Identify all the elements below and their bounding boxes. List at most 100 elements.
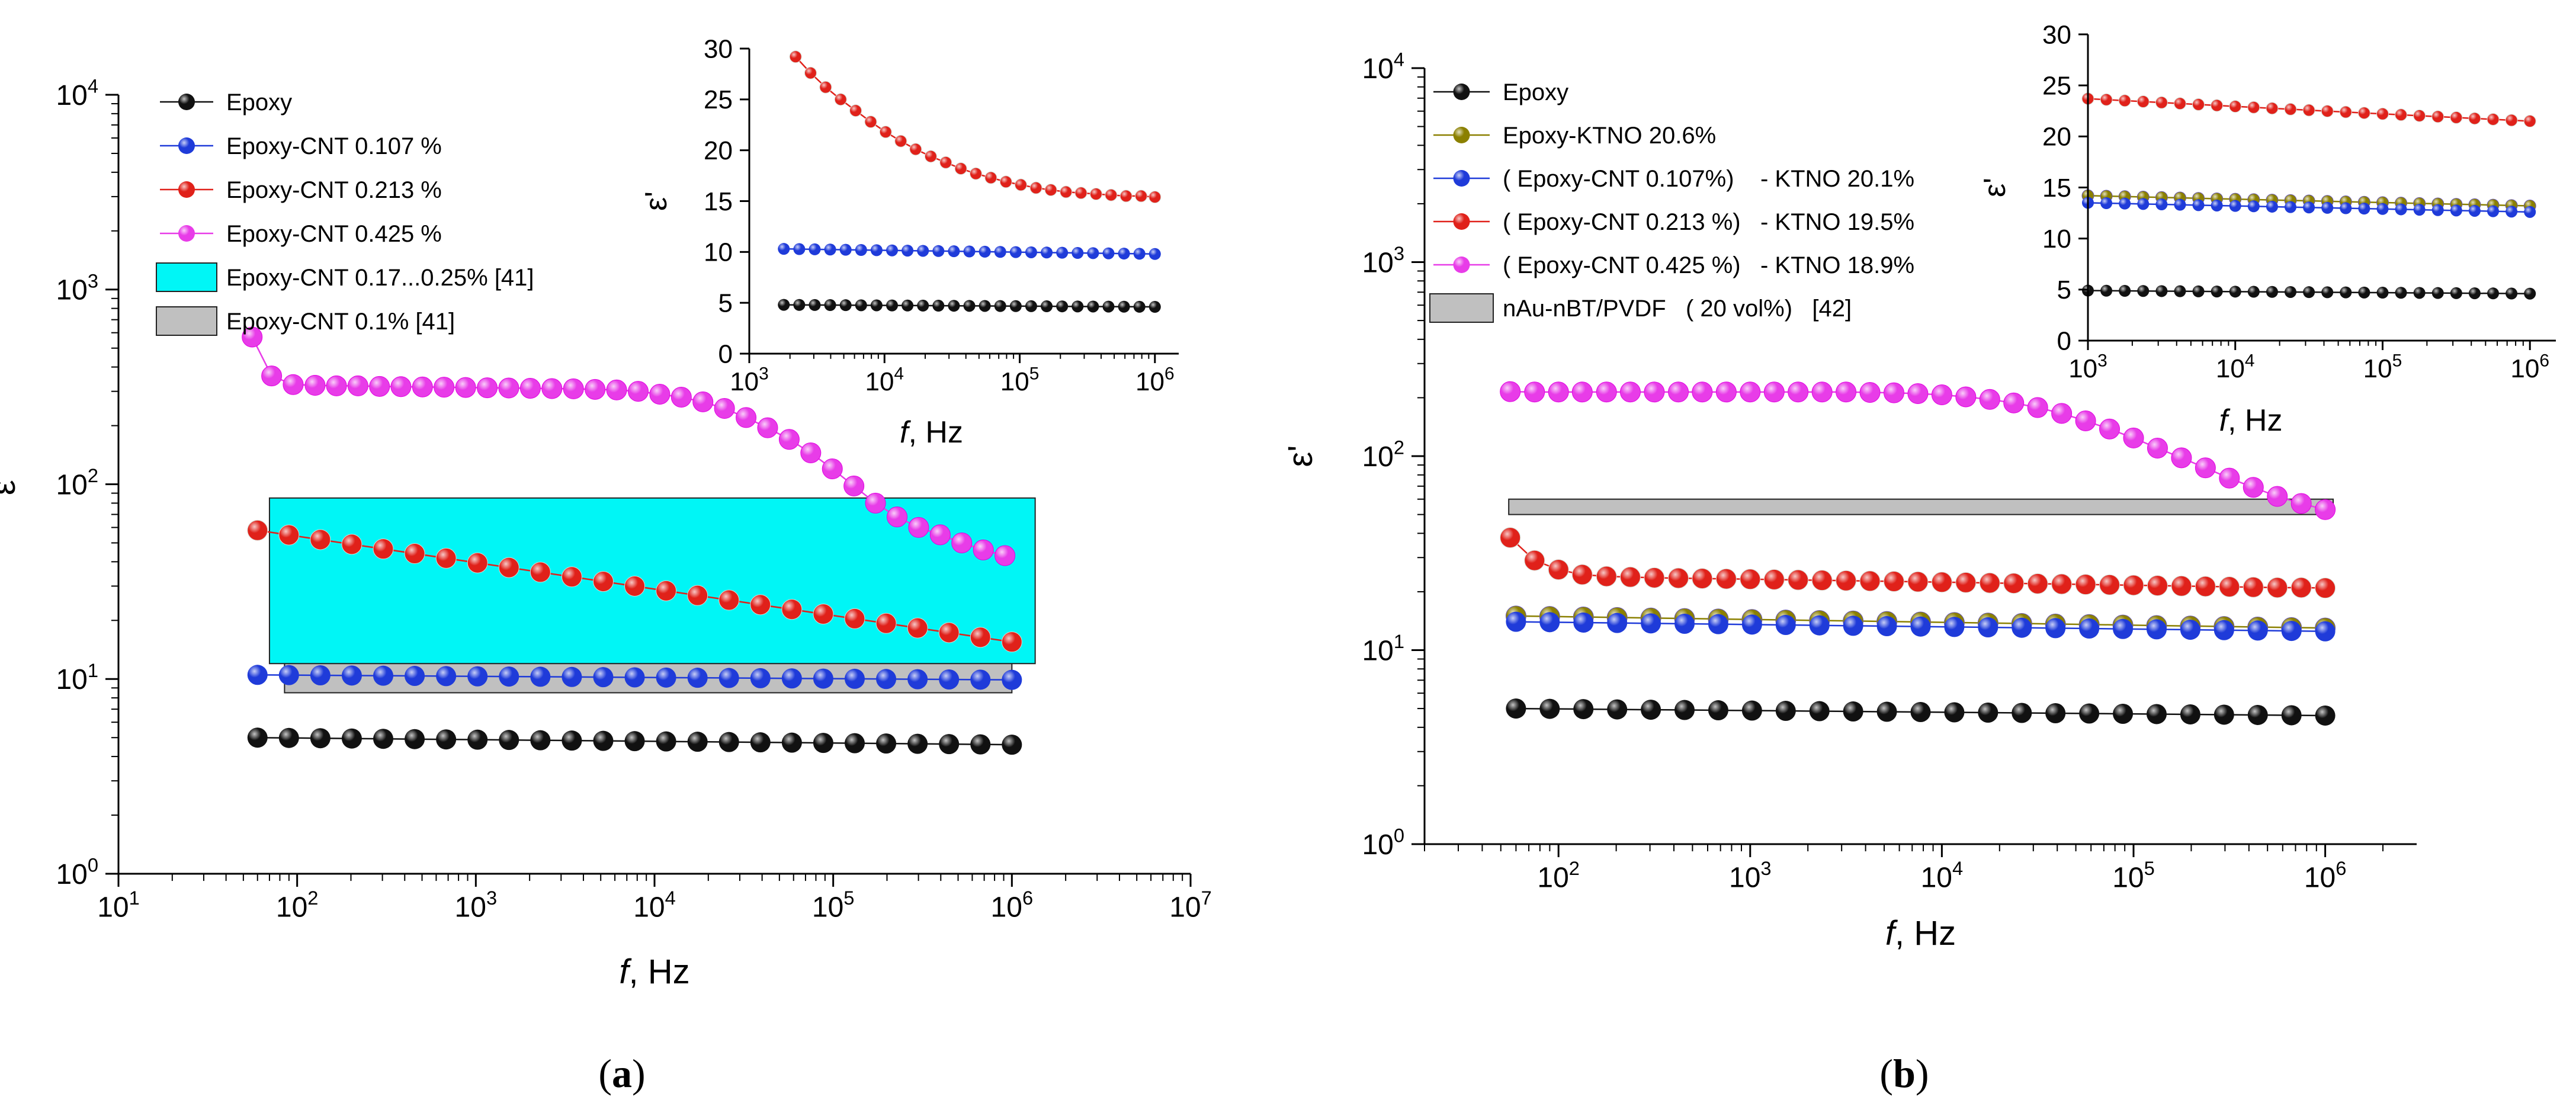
series-line — [1510, 390, 2325, 511]
data-point — [979, 245, 991, 258]
data-point — [1044, 184, 1057, 197]
data-point — [1715, 568, 1737, 589]
data-point — [247, 665, 268, 685]
data-point — [624, 731, 645, 752]
data-point — [436, 666, 457, 687]
data-point — [2487, 205, 2500, 217]
data-point — [2118, 94, 2131, 107]
data-point — [1009, 246, 1022, 258]
data-point — [1105, 188, 1118, 201]
data-point — [405, 666, 425, 687]
data-point — [656, 731, 676, 752]
data-point — [907, 669, 928, 690]
y-tick-label: 15 — [2042, 174, 2071, 203]
data-point — [1619, 566, 1641, 588]
data-point — [2155, 285, 2168, 297]
data-point — [1133, 300, 1146, 313]
data-point — [1025, 300, 1037, 312]
y-tick-label: 0 — [2057, 326, 2071, 355]
data-point — [2180, 704, 2200, 724]
data-point — [932, 245, 945, 257]
data-point — [718, 589, 740, 611]
data-point — [1074, 187, 1087, 200]
data-point — [2431, 204, 2444, 216]
data-point — [1060, 185, 1073, 198]
data-point — [1133, 248, 1146, 260]
legend-marker — [1453, 170, 1470, 187]
data-point — [656, 667, 676, 688]
data-point — [2321, 105, 2334, 118]
data-point — [1087, 300, 1099, 313]
data-point — [2174, 198, 2186, 211]
data-point — [563, 378, 584, 399]
data-point — [498, 557, 519, 578]
data-point — [886, 506, 907, 528]
data-point — [2413, 109, 2426, 122]
data-point — [995, 545, 1016, 566]
data-point — [973, 539, 994, 560]
data-point — [530, 562, 551, 583]
data-point — [714, 398, 735, 419]
data-point — [1596, 566, 1617, 587]
data-point — [1014, 178, 1027, 191]
data-point — [970, 734, 991, 755]
data-point — [879, 126, 892, 139]
data-point — [1524, 381, 1545, 403]
data-point — [948, 300, 960, 312]
data-point — [2137, 198, 2150, 210]
data-point — [369, 376, 390, 397]
data-point — [1741, 700, 1762, 721]
data-point — [979, 300, 991, 312]
data-point — [2376, 287, 2389, 299]
legend-marker — [178, 225, 195, 242]
y-tick-label: 102 — [56, 464, 98, 501]
data-point — [954, 162, 967, 175]
data-point — [624, 667, 645, 688]
data-point — [2229, 286, 2241, 298]
data-point — [876, 669, 897, 690]
data-point — [1944, 617, 1965, 637]
data-point — [2155, 198, 2168, 211]
data-point — [781, 668, 802, 689]
data-point — [813, 733, 833, 753]
data-point — [530, 730, 551, 751]
y-tick-label: 30 — [2042, 20, 2071, 49]
data-point — [750, 594, 771, 615]
data-point — [824, 299, 836, 312]
y-tick-label: 101 — [1362, 630, 1404, 666]
y-axis-label: ε' — [0, 473, 23, 495]
data-point — [2100, 93, 2113, 106]
data-point — [304, 375, 326, 396]
data-point — [2247, 286, 2260, 298]
data-point — [2243, 477, 2264, 498]
data-point — [1506, 698, 1526, 719]
data-point — [2340, 286, 2352, 299]
data-point — [2192, 285, 2205, 297]
data-point — [2315, 621, 2336, 642]
data-point — [1118, 248, 1130, 260]
y-tick-label: 103 — [56, 270, 98, 306]
legend-marker — [178, 94, 195, 110]
data-point — [1668, 381, 1689, 403]
data-point — [1025, 246, 1037, 258]
data-point — [2487, 113, 2500, 126]
data-point — [247, 727, 268, 748]
data-point — [2123, 427, 2144, 448]
data-point — [778, 299, 790, 311]
data-point — [970, 167, 983, 180]
data-point — [2321, 201, 2334, 214]
data-point — [1978, 617, 1998, 638]
data-point — [1001, 631, 1022, 653]
data-point — [1102, 247, 1115, 259]
data-point — [434, 377, 455, 398]
data-point — [2003, 392, 2025, 413]
data-point — [373, 665, 394, 686]
data-point — [886, 244, 899, 256]
data-point — [2192, 199, 2205, 211]
data-point — [870, 244, 883, 256]
data-point — [963, 300, 976, 312]
data-point — [1072, 300, 1084, 313]
data-point — [2123, 575, 2144, 596]
